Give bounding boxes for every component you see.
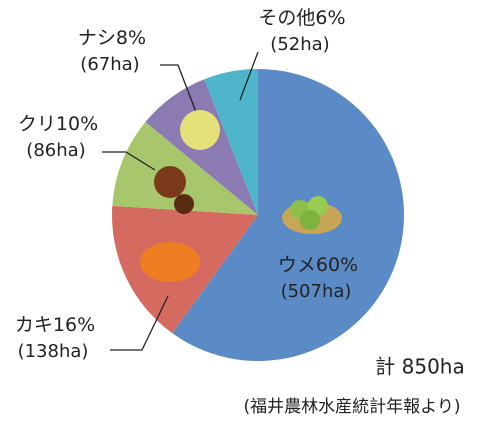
- category-name: ナシ: [78, 27, 116, 49]
- area-label: (138ha): [18, 341, 89, 362]
- category-name: クリ: [18, 113, 56, 135]
- area-label: (52ha): [270, 34, 329, 55]
- leader-line: [110, 295, 169, 351]
- leader-line: [160, 64, 197, 113]
- slice-label: クリ10%: [18, 113, 98, 135]
- pie-slice: [204, 69, 258, 215]
- leader-lines: [102, 51, 259, 351]
- slice-label: その他6%: [258, 7, 345, 29]
- total-label: 計 850ha: [375, 355, 464, 379]
- icon: [154, 166, 186, 198]
- icon: [180, 110, 220, 150]
- area-label: (507ha): [281, 281, 352, 302]
- area-label: (67ha): [80, 54, 139, 75]
- icon: [300, 210, 320, 230]
- slice-label: ナシ8%: [78, 27, 146, 49]
- source: (福井農林水産統計年報より): [244, 397, 461, 417]
- value-label: 16%: [53, 314, 95, 336]
- leader-line: [102, 151, 156, 171]
- leader-line: [239, 51, 259, 101]
- category-name: その他: [258, 7, 315, 29]
- category-name: カキ: [15, 314, 53, 336]
- icon: [174, 194, 194, 214]
- fruit-icons: [140, 110, 342, 282]
- slice-label: ウメ60%: [278, 254, 358, 276]
- category-name: ウメ: [278, 254, 316, 276]
- value-label: 6%: [315, 7, 345, 29]
- area-label: (86ha): [26, 140, 85, 161]
- value-label: 60%: [316, 254, 358, 276]
- slice-label: カキ16%: [15, 314, 95, 336]
- pie: [112, 69, 404, 362]
- value-label: 10%: [56, 113, 98, 135]
- pie-slice: [112, 121, 258, 215]
- value-label: 8%: [116, 27, 146, 49]
- icon: [140, 242, 200, 282]
